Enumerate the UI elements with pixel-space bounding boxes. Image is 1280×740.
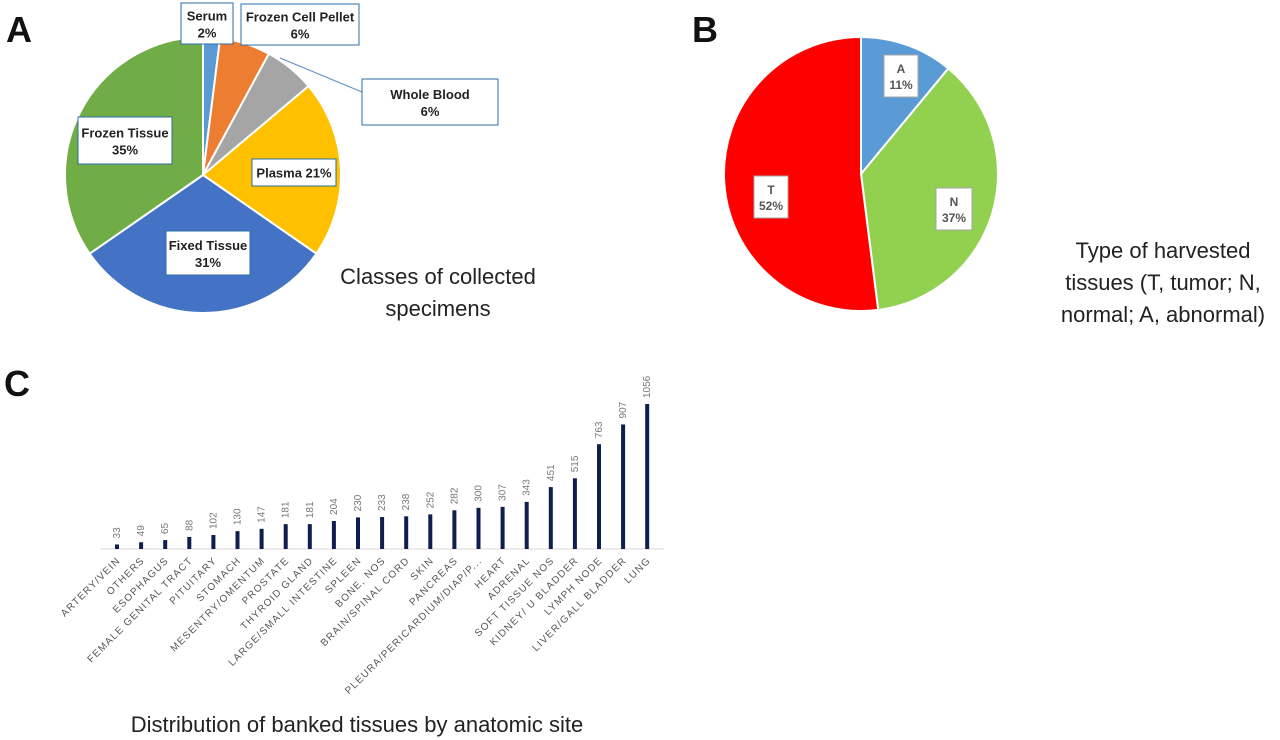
bar-value-label: 252 (425, 491, 436, 508)
bar-mesentry-omentum (259, 528, 264, 549)
bar-skin (428, 514, 433, 549)
bar-kidney-u-bladder (572, 478, 577, 549)
bar-value-label: 230 (353, 494, 364, 511)
data-label-box-whole-blood (361, 78, 499, 126)
bar-pleura-pericardium-diap-p- (476, 507, 481, 549)
bar-value-label: 343 (522, 479, 533, 496)
data-label-box-frozen-cell-pellet (240, 3, 360, 46)
bar-pancreas (452, 510, 457, 549)
bar-value-label: 204 (329, 498, 340, 515)
bar-bone-nos (380, 517, 385, 549)
data-label-pct-n: 37% (942, 211, 966, 225)
caption-a-line-2: specimens (385, 296, 490, 321)
data-label-box-t (753, 175, 789, 219)
data-label-name-t: T (767, 183, 775, 197)
panel-a-letter: A (6, 9, 32, 50)
data-label-pct-fixed-tissue: 31% (195, 255, 221, 270)
data-label-box-frozen-tissue (77, 116, 173, 165)
data-label-box-serum (180, 2, 234, 45)
caption-b-line-3: normal; A, abnormal) (1061, 302, 1265, 327)
data-label-name-frozen-cell-pellet: Frozen Cell Pellet (246, 10, 355, 25)
bar-value-label: 451 (546, 464, 557, 481)
bar-esophagus (163, 540, 168, 549)
caption-b-line-2: tissues (T, tumor; N, (1065, 270, 1261, 295)
bar-large-small-intestine (331, 520, 336, 549)
bar-heart (500, 506, 505, 549)
pie-slice-a (860, 35, 950, 177)
data-label-name-whole-blood: Whole Blood (390, 87, 469, 102)
caption-b-line-1: Type of harvested (1076, 238, 1251, 263)
bar-value-label: 49 (136, 525, 147, 537)
bar-value-label: 102 (208, 512, 219, 529)
data-label-pct-whole-blood: 6% (421, 104, 440, 119)
data-label-pct-t: 52% (759, 199, 783, 213)
panel-c-letter: C (4, 363, 30, 404)
data-label-name-a: A (897, 62, 906, 76)
bar-value-label: 65 (160, 523, 171, 535)
bar-value-label: 282 (449, 487, 460, 504)
data-label-box-fixed-tissue (165, 230, 251, 276)
bar-value-label: 181 (281, 501, 292, 518)
data-label-name-n: N (950, 195, 959, 209)
data-label-name-serum: Serum (187, 9, 227, 24)
data-label-pct-a: 11% (889, 78, 913, 92)
bar-value-label: 763 (594, 421, 605, 438)
leader-line-whole-blood (279, 57, 363, 93)
bar-value-label: 88 (184, 519, 195, 531)
bar-value-label: 147 (257, 506, 268, 523)
caption-a-line-1: Classes of collected (340, 264, 536, 289)
bar-value-label: 130 (233, 508, 244, 525)
bar-value-label: 233 (377, 494, 388, 511)
bar-value-label: 1056 (642, 375, 653, 398)
data-label-pct-frozen-cell-pellet: 6% (291, 27, 310, 42)
pie-chart-b: A 11% N 37% T 52% (723, 35, 999, 312)
data-label-name-fixed-tissue: Fixed Tissue (169, 238, 248, 253)
bar-value-label: 515 (570, 455, 581, 472)
bar-stomach (235, 531, 240, 549)
data-label-pct-serum: 2% (198, 26, 217, 41)
bar-spleen (356, 517, 360, 549)
pie-slice-n (859, 67, 999, 312)
x-tick-label: LUNG (622, 555, 653, 586)
data-label-box-n (935, 187, 973, 231)
bar-prostate (283, 524, 288, 549)
bar-value-label: 907 (618, 401, 629, 418)
pie-slice-t (723, 35, 880, 312)
panel-b-letter: B (692, 9, 718, 50)
bar-pituitary (211, 534, 216, 549)
bar-artery-vein (115, 544, 119, 549)
bar-value-label: 33 (112, 527, 123, 539)
caption-c: Distribution of banked tissues by anatom… (131, 712, 583, 737)
bar-thyroid-gland (307, 524, 312, 549)
bar-adrenal (524, 501, 529, 549)
bar-value-label: 238 (401, 493, 412, 510)
data-label-box-a (883, 54, 919, 98)
data-label-name-frozen-tissue: Frozen Tissue (81, 126, 168, 141)
bar-value-label: 307 (498, 484, 509, 501)
bar-lung (645, 404, 650, 549)
data-label-plasma: Plasma 21% (256, 166, 332, 181)
bar-soft-tissue-nos (548, 487, 553, 549)
bar-liver-gall-bladder (621, 424, 626, 549)
bar-others (139, 542, 144, 549)
data-label-box-plasma (251, 158, 337, 187)
bar-lymph-node (597, 444, 601, 549)
bar-female-genital-tract (187, 536, 192, 549)
bar-value-label: 181 (305, 501, 316, 518)
bar-brain-spinal-cord (404, 516, 409, 549)
bar-value-label: 300 (474, 485, 485, 502)
bar-chart-c: 33ARTERY/VEIN49OTHERS65ESOPHAGUS88FEMALE… (59, 375, 664, 697)
pie-chart-a: Serum 2% Frozen Cell Pellet 6% Whole Blood 6%… (64, 2, 499, 314)
data-label-pct-frozen-tissue: 35% (112, 143, 138, 158)
